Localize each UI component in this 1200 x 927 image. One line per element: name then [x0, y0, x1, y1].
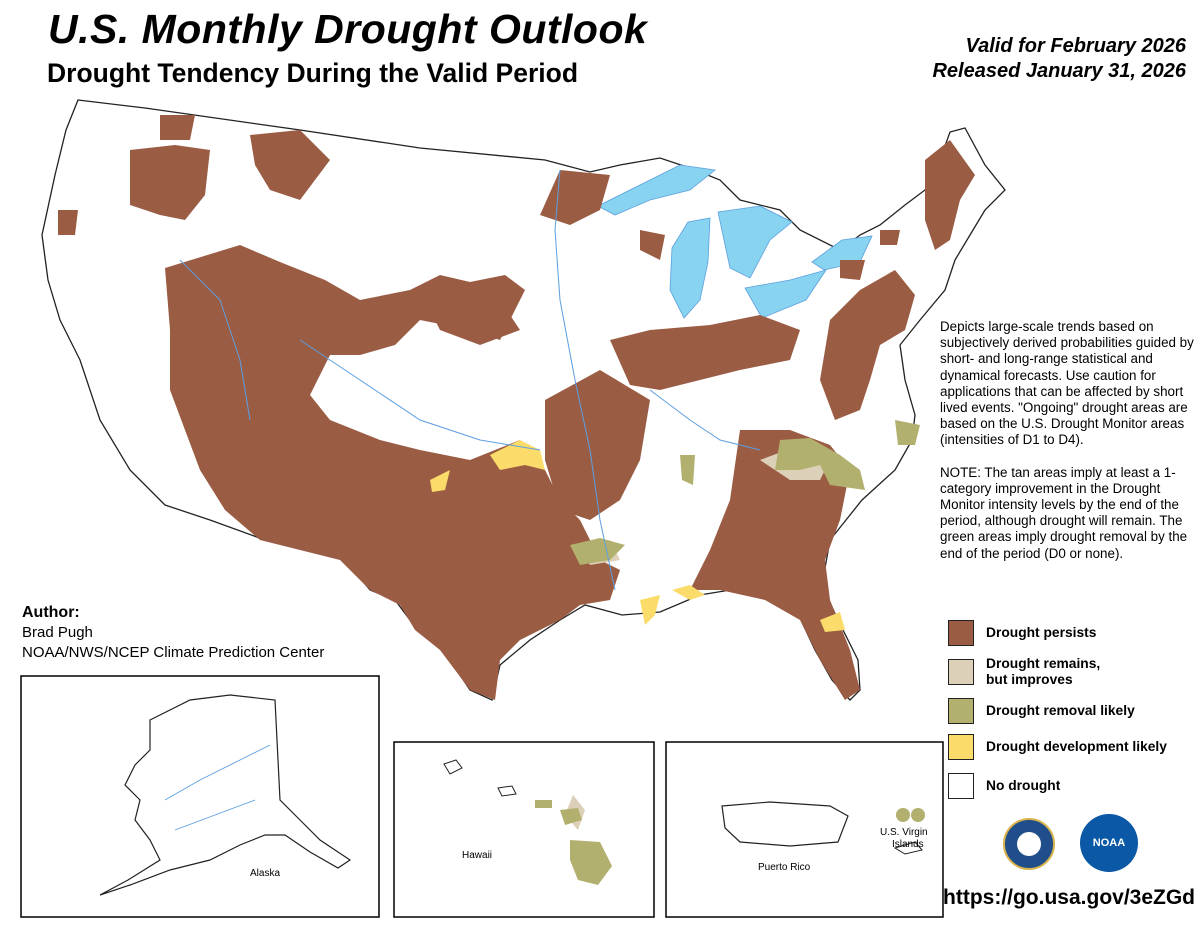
legend-swatch-development — [948, 734, 974, 760]
legend-label-development: Drought development likely — [986, 739, 1167, 754]
hawaii-islands — [443, 759, 517, 797]
author-name: Brad Pugh — [22, 624, 93, 641]
legend-label-improves-line1: Drought remains, — [986, 656, 1101, 671]
virgin-islands-label-line2: Islands — [892, 839, 924, 850]
legend-label-removal: Drought removal likely — [986, 703, 1135, 718]
map-description: Depicts large-scale trends based on subj… — [940, 319, 1200, 562]
virgin-islands-label-line1: U.S. Virgin — [880, 827, 928, 838]
author-heading: Author: — [22, 604, 80, 621]
puerto-rico-outline — [721, 801, 849, 847]
alaska-rivers — [164, 744, 271, 831]
alaska-label: Alaska — [250, 868, 280, 879]
legend-label-persists: Drought persists — [986, 625, 1097, 640]
commerce-seal-icon — [1003, 818, 1055, 870]
legend-label-improves: Drought remains, but improves — [986, 656, 1100, 688]
noaa-logo-icon: NOAA — [1080, 814, 1138, 872]
legend-swatch-no-drought — [948, 773, 974, 799]
short-url-link[interactable]: https://go.usa.gov/3eZGd — [943, 886, 1196, 909]
legend-swatch-persists — [948, 620, 974, 646]
legend-swatch-improves — [948, 659, 974, 685]
drought-persists-areas — [58, 115, 975, 700]
drought-removal-areas — [535, 420, 925, 885]
drought-development-areas — [430, 440, 845, 632]
virgin-islands-outline — [893, 841, 923, 855]
noaa-logo-text: NOAA — [1092, 837, 1126, 849]
page-title: U.S. Monthly Drought Outlook — [48, 6, 648, 52]
puerto-rico-inset-frame — [665, 741, 944, 918]
note-text: NOTE: The tan areas imply at least a 1-c… — [940, 464, 1188, 561]
author-organization: NOAA/NWS/NCEP Climate Prediction Center — [22, 644, 325, 661]
page-subtitle: Drought Tendency During the Valid Period — [47, 58, 579, 88]
valid-period: Valid for February 2026 — [965, 35, 1186, 57]
alaska-outline — [99, 694, 352, 896]
author-block: Author: Brad Pugh NOAA/NWS/NCEP Climate … — [22, 603, 324, 663]
legend-item-persists: Drought persists — [948, 620, 1096, 646]
puerto-rico-label: Puerto Rico — [758, 862, 811, 873]
description-text: Depicts large-scale trends based on subj… — [940, 319, 1194, 448]
legend-item-no-drought: No drought — [948, 773, 1060, 799]
legend-item-development: Drought development likely — [948, 734, 1167, 760]
release-date: Released January 31, 2026 — [932, 60, 1186, 82]
legend-label-no-drought: No drought — [986, 778, 1061, 793]
legend-swatch-removal — [948, 698, 974, 724]
legend-label-improves-line2: but improves — [986, 672, 1073, 687]
rivers — [179, 169, 761, 591]
legend-item-removal: Drought removal likely — [948, 698, 1135, 724]
hawaii-inset-frame — [393, 741, 655, 918]
hawaii-label: Hawaii — [462, 850, 492, 861]
legend-item-improves: Drought remains, but improves — [948, 656, 1100, 688]
